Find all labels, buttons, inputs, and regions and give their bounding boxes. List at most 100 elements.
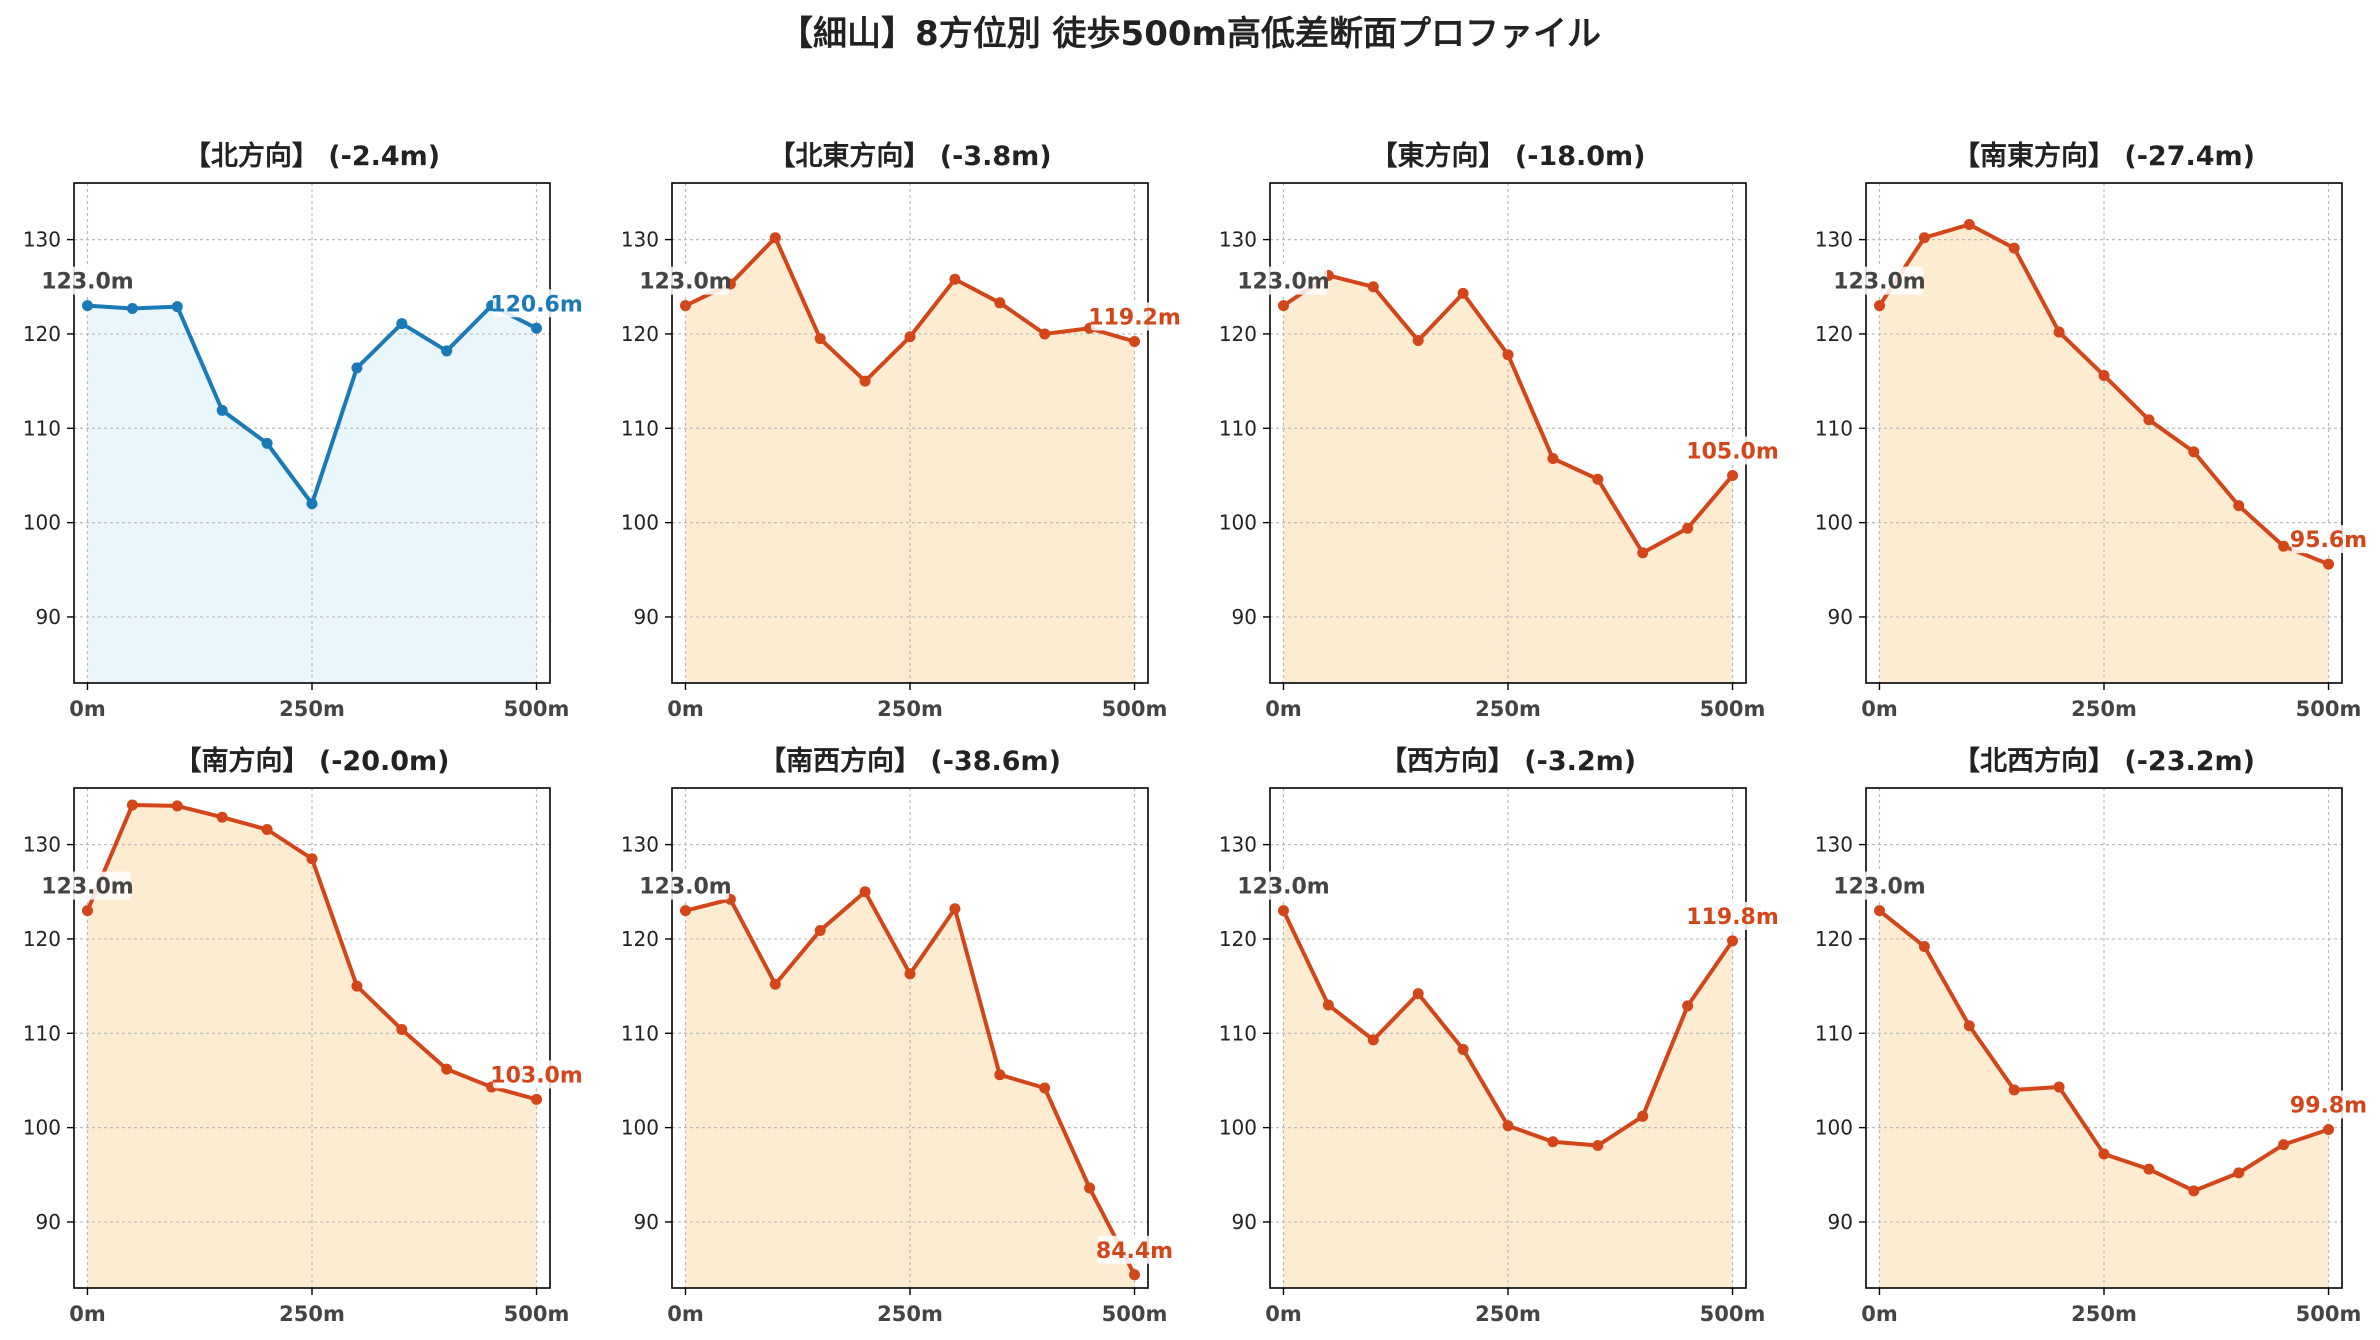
data-point bbox=[1547, 1136, 1559, 1148]
panel-title: 【北東方向】 (-3.8m) bbox=[768, 140, 1051, 172]
data-point bbox=[1963, 219, 1975, 231]
data-point bbox=[2143, 1163, 2155, 1175]
x-tick-label: 500m bbox=[1700, 697, 1766, 721]
data-point bbox=[859, 375, 871, 387]
profile-panel: 【南西方向】 (-38.6m) 90 100 110 120 130 0m 250m 500m 1… bbox=[621, 745, 1173, 1326]
data-point bbox=[1129, 1269, 1141, 1281]
y-tick-label: 100 bbox=[23, 511, 61, 535]
end-label-box bbox=[1097, 1235, 1172, 1264]
x-tick-label: 0m bbox=[69, 697, 106, 721]
data-point bbox=[81, 905, 93, 917]
x-tick-label: 500m bbox=[2296, 697, 2362, 721]
data-point bbox=[1547, 452, 1559, 464]
data-point bbox=[1873, 905, 1885, 917]
data-point bbox=[351, 362, 363, 374]
data-point bbox=[859, 886, 871, 898]
data-point bbox=[126, 799, 138, 811]
data-point bbox=[814, 333, 826, 345]
data-point bbox=[949, 903, 961, 915]
end-label-box bbox=[1688, 436, 1777, 465]
profile-panel: 【南方向】 (-20.0m) 90 100 110 120 130 0m 250m 500m 12… bbox=[23, 745, 583, 1326]
y-tick-label: 130 bbox=[1815, 228, 1853, 252]
data-point bbox=[2143, 414, 2155, 426]
y-tick-label: 120 bbox=[621, 322, 659, 346]
y-tick-label: 120 bbox=[23, 322, 61, 346]
data-point bbox=[679, 300, 691, 312]
start-label-box bbox=[43, 871, 132, 900]
data-point bbox=[171, 301, 183, 313]
data-point bbox=[1039, 328, 1051, 340]
data-point bbox=[2098, 1148, 2110, 1160]
y-tick-label: 100 bbox=[23, 1116, 61, 1140]
y-tick-label: 130 bbox=[1219, 833, 1257, 857]
data-point bbox=[814, 924, 826, 936]
data-point bbox=[1682, 1000, 1694, 1012]
start-label-box bbox=[1835, 871, 1924, 900]
panel-title: 【南西方向】 (-38.6m) bbox=[759, 745, 1061, 777]
data-point bbox=[1129, 335, 1141, 347]
panel-title: 【北方向】 (-2.4m) bbox=[184, 140, 440, 172]
data-point bbox=[1592, 1140, 1604, 1152]
data-point bbox=[441, 1063, 453, 1075]
data-point bbox=[1502, 1120, 1514, 1132]
end-label-box bbox=[2291, 525, 2366, 554]
y-tick-label: 90 bbox=[1828, 1210, 1853, 1234]
y-tick-label: 90 bbox=[36, 605, 61, 629]
end-label-box bbox=[492, 1060, 581, 1089]
y-tick-label: 120 bbox=[1815, 322, 1853, 346]
data-point bbox=[769, 232, 781, 244]
data-point bbox=[1277, 905, 1289, 917]
data-point bbox=[769, 978, 781, 990]
x-tick-label: 500m bbox=[504, 1302, 570, 1326]
data-point bbox=[1322, 999, 1334, 1011]
data-point bbox=[2008, 1084, 2020, 1096]
profile-panel: 【東方向】 (-18.0m) 90 100 110 120 130 0m 250m 500m 12… bbox=[1219, 140, 1779, 721]
elevation-area bbox=[1879, 910, 2329, 1288]
data-point bbox=[2053, 1081, 2065, 1093]
start-elevation-label: 123.0m bbox=[1833, 270, 1926, 295]
y-tick-label: 90 bbox=[1828, 605, 1853, 629]
x-tick-label: 250m bbox=[279, 1302, 345, 1326]
data-point bbox=[1367, 281, 1379, 293]
data-point bbox=[1412, 988, 1424, 1000]
figure-title: 【細山】8方位別 徒歩500m高低差断面プロファイル bbox=[779, 14, 1601, 54]
data-point bbox=[396, 318, 408, 330]
data-point bbox=[2188, 446, 2200, 458]
end-label-box bbox=[2291, 1090, 2366, 1119]
data-point bbox=[396, 1024, 408, 1036]
data-point bbox=[949, 273, 961, 285]
data-point bbox=[171, 800, 183, 812]
y-tick-label: 110 bbox=[621, 416, 659, 440]
start-label-box bbox=[641, 266, 730, 295]
data-point bbox=[531, 322, 543, 334]
end-label-box bbox=[1688, 901, 1777, 930]
end-label-box bbox=[492, 289, 581, 318]
data-point bbox=[2278, 1139, 2290, 1151]
panel-title: 【南東方向】 (-27.4m) bbox=[1953, 140, 2255, 172]
start-label-box bbox=[1239, 871, 1328, 900]
y-tick-label: 110 bbox=[1815, 1021, 1853, 1045]
y-tick-label: 110 bbox=[23, 416, 61, 440]
data-point bbox=[904, 331, 916, 343]
y-tick-label: 110 bbox=[23, 1021, 61, 1045]
data-point bbox=[306, 853, 318, 865]
data-point bbox=[1682, 522, 1694, 534]
end-elevation-label: 105.0m bbox=[1686, 439, 1779, 464]
data-point bbox=[351, 980, 363, 992]
y-tick-label: 100 bbox=[1815, 511, 1853, 535]
y-tick-label: 100 bbox=[1815, 1116, 1853, 1140]
end-elevation-label: 119.8m bbox=[1686, 905, 1779, 930]
y-tick-label: 100 bbox=[1219, 511, 1257, 535]
end-elevation-label: 99.8m bbox=[2290, 1094, 2367, 1119]
panel-title: 【北西方向】 (-23.2m) bbox=[1953, 745, 2255, 777]
x-tick-label: 500m bbox=[2296, 1302, 2362, 1326]
end-label-box bbox=[1090, 302, 1179, 331]
data-point bbox=[1592, 473, 1604, 485]
start-elevation-label: 123.0m bbox=[1833, 875, 1926, 900]
data-point bbox=[1727, 469, 1739, 481]
x-tick-label: 250m bbox=[877, 697, 943, 721]
data-point bbox=[81, 300, 93, 312]
data-point bbox=[2323, 1124, 2335, 1136]
data-point bbox=[1637, 547, 1649, 559]
